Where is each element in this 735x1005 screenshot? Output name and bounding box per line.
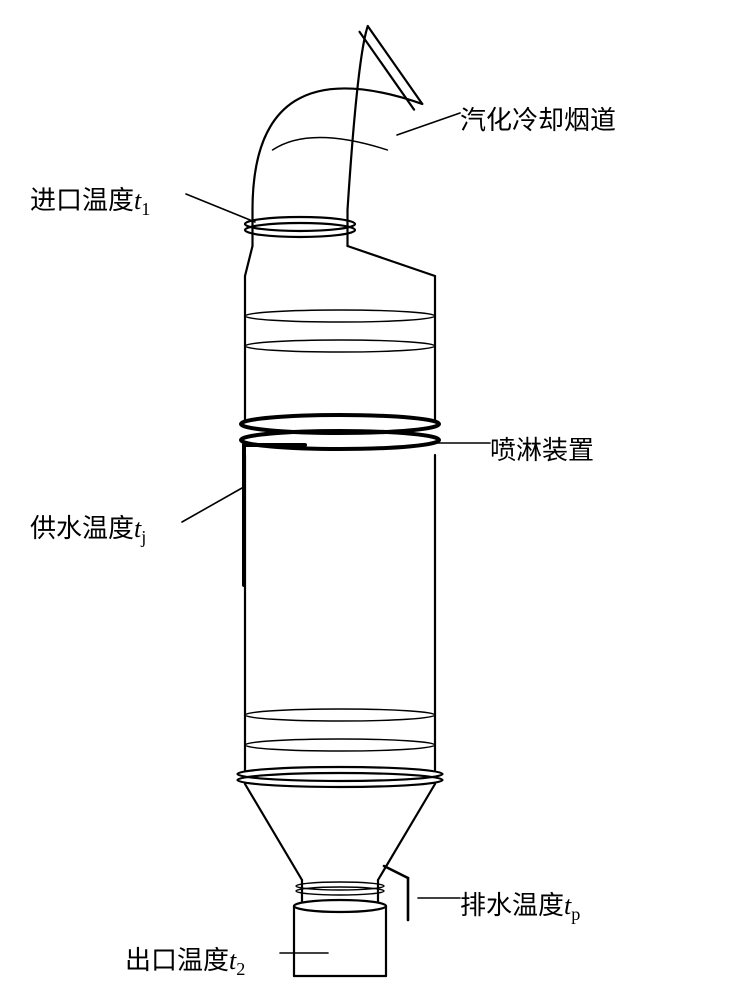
label-supply-prefix: 供水温度 (30, 514, 134, 543)
label-outlet-temp: 出口温度t2 (125, 940, 245, 980)
label-spray-text: 喷淋装置 (490, 436, 594, 465)
label-flue: 汽化冷却烟道 (460, 100, 616, 137)
label-outlet-sub: 2 (236, 959, 245, 979)
label-supply-sub: j (141, 527, 146, 547)
label-flue-text: 汽化冷却烟道 (460, 106, 616, 135)
schematic-svg (0, 0, 735, 1000)
label-spray: 喷淋装置 (490, 430, 594, 467)
label-outlet-prefix: 出口温度 (125, 946, 229, 975)
label-inlet-sub: 1 (141, 199, 150, 219)
label-drain-temp: 排水温度tp (460, 885, 580, 925)
label-drain-sub: p (571, 904, 580, 924)
label-drain-prefix: 排水温度 (460, 891, 564, 920)
label-inlet-temp: 进口温度t1 (30, 180, 150, 220)
label-supply-temp: 供水温度tj (30, 508, 146, 548)
label-inlet-prefix: 进口温度 (30, 186, 134, 215)
